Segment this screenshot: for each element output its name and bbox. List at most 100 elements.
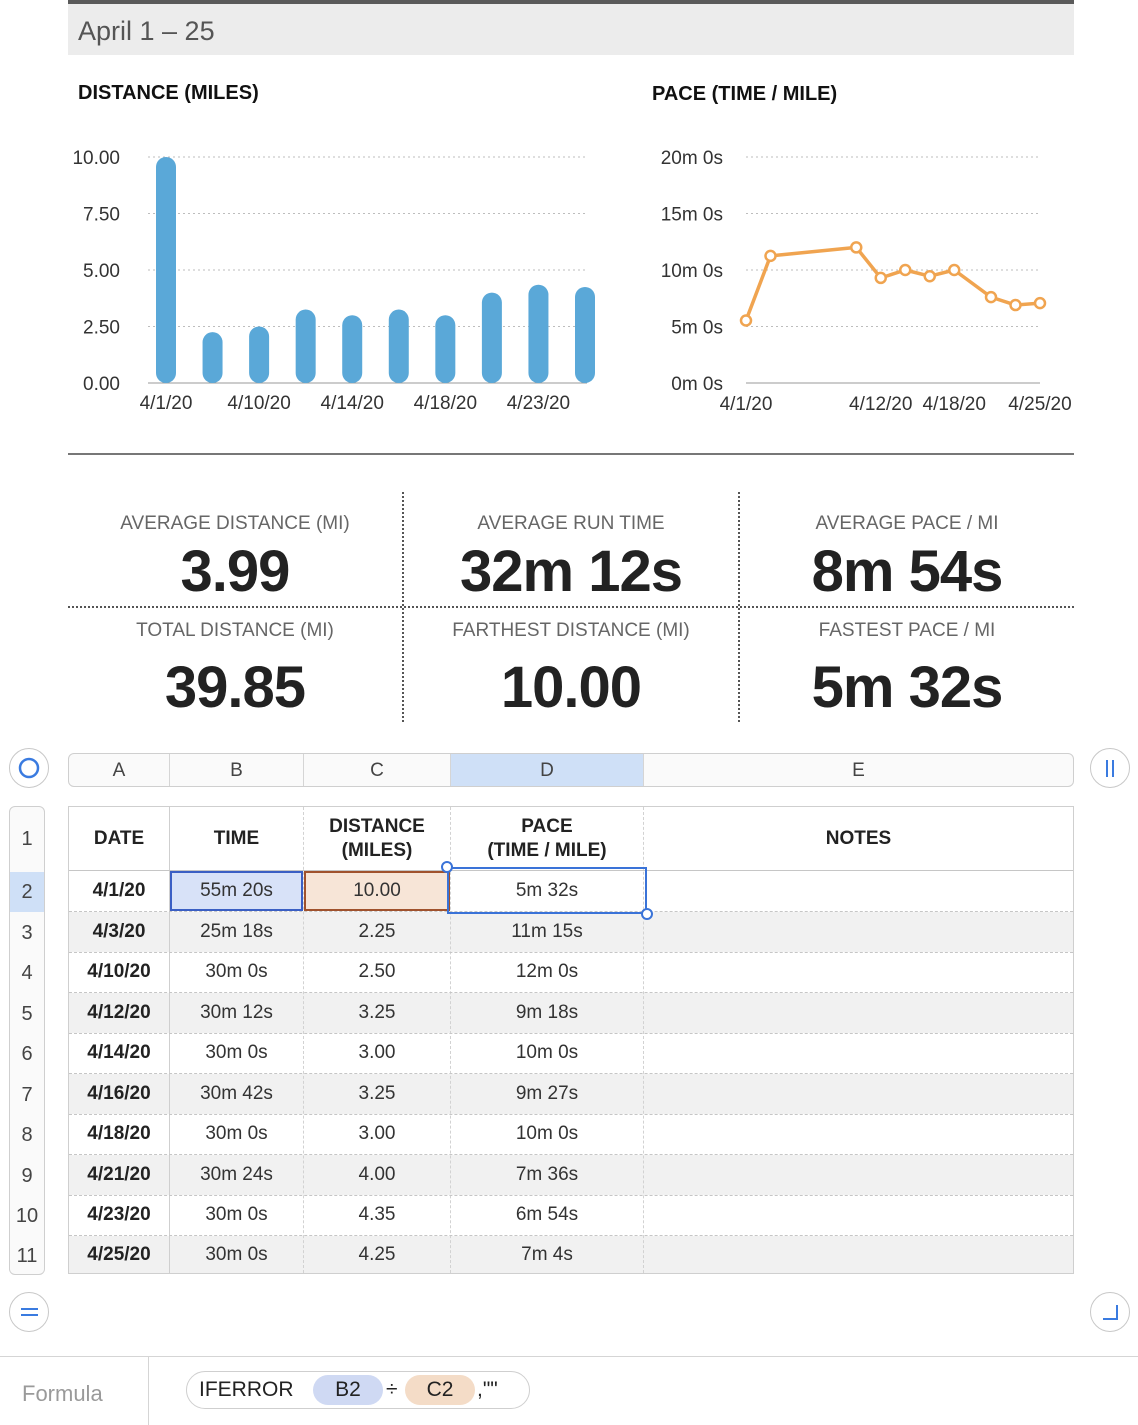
selection-handle[interactable] [641, 908, 653, 920]
cell-notes[interactable] [644, 1236, 1073, 1273]
selected-cell-d2[interactable] [447, 867, 647, 914]
cell-pace[interactable]: 9m 27s [515, 1083, 579, 1104]
pace-line-chart[interactable]: 20m 0s 15m 0s 10m 0s 5m 0s 0m 0s4/1/20 4/12/2… [640, 140, 1080, 430]
row-header-4[interactable]: 4 [21, 962, 33, 984]
cell-distance[interactable]: 3.25 [358, 1002, 396, 1023]
row-header-2[interactable]: 2 [10, 872, 44, 912]
cell-time[interactable]: 30m 42s [200, 1083, 273, 1104]
cell-time[interactable]: 30m 24s [200, 1164, 273, 1185]
cell-date[interactable]: 4/16/20 [87, 1083, 151, 1104]
cell-notes[interactable] [644, 1195, 1073, 1235]
cell-pace[interactable]: 11m 15s [511, 921, 583, 942]
point-4/16/20 [923, 269, 936, 283]
column-header-d[interactable]: D [451, 754, 644, 786]
row-background [69, 912, 1073, 952]
formula-reference-c2[interactable]: C2 [405, 1375, 475, 1405]
cell-distance[interactable]: 3.00 [358, 1123, 396, 1144]
cell-distance[interactable]: 3.25 [358, 1083, 396, 1104]
cell-time[interactable]: 25m 18s [200, 921, 273, 942]
row-header-9[interactable]: 9 [21, 1165, 33, 1187]
row-header-11[interactable]: 11 [16, 1245, 38, 1267]
row-header-6[interactable]: 6 [21, 1043, 33, 1065]
row-divider [69, 952, 1073, 953]
cell-time[interactable]: 30m 0s [205, 1042, 268, 1063]
bar-4/25/20 [575, 286, 595, 383]
cell-notes[interactable] [644, 993, 1073, 1033]
selection-handle[interactable] [441, 861, 453, 873]
row-header-5[interactable]: 5 [21, 1003, 33, 1025]
distance-bar-chart[interactable]: 10.00 7.50 5.00 2.50 0.00 4/1/20 4/10/20 4/14/2… [60, 140, 600, 430]
cell-date[interactable]: 4/10/20 [87, 961, 151, 982]
column-header-a[interactable]: A [69, 754, 170, 786]
resize-table-button[interactable] [1090, 1292, 1130, 1332]
select-table-button[interactable] [9, 748, 49, 788]
header-pace[interactable]: PACE (TIME / MILE) [487, 815, 607, 861]
row-header-10[interactable]: 10 [15, 1205, 39, 1227]
cell-distance[interactable]: 3.00 [358, 1042, 396, 1063]
row-header-1[interactable]: 1 [21, 828, 33, 850]
cell-date[interactable]: 4/12/20 [87, 1002, 151, 1023]
cell-notes[interactable] [644, 1033, 1073, 1073]
header-date[interactable]: DATE [93, 827, 145, 849]
cell-date[interactable]: 4/14/20 [87, 1042, 151, 1063]
row-background [69, 1155, 1073, 1195]
cell-pace[interactable]: 7m 36s [515, 1164, 579, 1185]
cell-date[interactable]: 4/18/20 [87, 1123, 151, 1144]
header-notes[interactable]: NOTES [825, 827, 892, 849]
column-header-c[interactable]: C [304, 754, 451, 786]
point-4/1/20 [739, 314, 753, 327]
cell-date[interactable]: 4/21/20 [87, 1164, 151, 1185]
cell-date[interactable]: 4/23/20 [87, 1204, 151, 1225]
header-time[interactable]: TIME [213, 827, 260, 849]
point-4/18/20 [948, 263, 961, 277]
formula-label: Formula [22, 1381, 103, 1406]
formula-reference-b2[interactable]: B2 [313, 1375, 383, 1405]
cell-pace[interactable]: 7m 4s [521, 1243, 573, 1265]
row-header-3[interactable]: 3 [21, 922, 33, 944]
avg-run-time-value: 32m 12s [460, 539, 683, 604]
cell-notes[interactable] [644, 1074, 1073, 1114]
add-column-button[interactable] [1090, 748, 1130, 788]
cell-time[interactable]: 30m 0s [205, 1204, 268, 1225]
cell-pace[interactable]: 10m 0s [515, 1123, 579, 1144]
header-distance[interactable]: DISTANCE (MILES) [329, 815, 425, 861]
cell-time[interactable]: 30m 12s [200, 1002, 273, 1023]
cell-pace[interactable]: 9m 18s [515, 1002, 579, 1023]
cell-date[interactable]: 4/3/20 [92, 921, 146, 942]
cell-notes[interactable] [644, 952, 1073, 992]
row-background [69, 1074, 1073, 1114]
cell-pace[interactable]: 6m 54s [515, 1204, 579, 1225]
row-header-8[interactable]: 8 [21, 1124, 33, 1146]
row-header-7[interactable]: 7 [21, 1084, 33, 1106]
cell-time[interactable]: 30m 0s [205, 1243, 268, 1265]
column-header-b[interactable]: B [170, 754, 304, 786]
cell-distance[interactable]: 4.25 [358, 1243, 396, 1265]
cell-distance[interactable]: 4.00 [358, 1164, 396, 1185]
cell-notes[interactable] [644, 871, 1073, 911]
cell-time[interactable]: 30m 0s [205, 961, 268, 982]
cell-notes[interactable] [644, 1155, 1073, 1195]
cell-c2[interactable]: 10.00 [353, 880, 401, 901]
cell-pace[interactable]: 12m 0s [515, 961, 579, 982]
cell-distance[interactable]: 2.50 [358, 961, 396, 982]
column-header-e[interactable]: E [852, 760, 865, 781]
formula-function[interactable]: IFERROR [199, 1378, 294, 1401]
cell-notes[interactable] [644, 1114, 1073, 1154]
cell-time[interactable]: 30m 0s [205, 1123, 268, 1144]
cell-distance[interactable]: 4.35 [358, 1204, 396, 1225]
row-header-bar: 1 2 3 4 5 6 7 8 9 10 11 [9, 806, 45, 1275]
add-row-button[interactable] [9, 1292, 49, 1332]
cell-pace[interactable]: 10m 0s [515, 1042, 579, 1063]
resize-corner-icon [1103, 1305, 1118, 1320]
row-divider [69, 1195, 1073, 1196]
cell-distance[interactable]: 2.25 [358, 921, 396, 942]
cell-b2[interactable]: 55m 20s [200, 880, 273, 901]
cell-pace[interactable]: 5m 32s [515, 880, 579, 901]
y-tick-label: 0m 0s [671, 374, 723, 395]
formula-editor[interactable]: IFERROR B2 ÷ C2 ,"" [186, 1371, 530, 1409]
cell-date[interactable]: 4/1/20 [92, 880, 146, 901]
cell-date[interactable]: 4/25/20 [87, 1243, 151, 1265]
cell-notes[interactable] [644, 912, 1073, 952]
x-tick-label: 4/10/20 [227, 393, 290, 414]
date-range-title: April 1 – 25 [78, 16, 215, 46]
